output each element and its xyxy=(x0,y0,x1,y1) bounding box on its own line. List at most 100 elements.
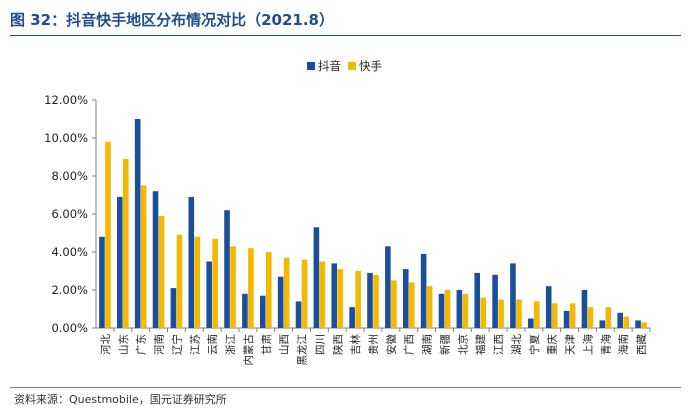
x-tick-label: 新疆 xyxy=(438,334,451,355)
bar-douyin xyxy=(367,272,373,328)
bar-kuaishou xyxy=(158,215,165,328)
x-tick-label: 北京 xyxy=(456,334,469,355)
y-tick-label: 4.00% xyxy=(51,245,88,259)
title-divider xyxy=(10,35,681,36)
legend-label-kuaishou: 快手 xyxy=(359,59,382,73)
bar-kuaishou xyxy=(105,141,111,328)
bar-douyin xyxy=(528,318,534,328)
bar-kuaishou xyxy=(230,246,236,328)
bar-douyin xyxy=(277,276,284,328)
x-tick-label: 辽宁 xyxy=(170,334,183,355)
bar-douyin xyxy=(617,312,623,328)
x-tick-label: 广东 xyxy=(135,334,148,355)
footer-divider xyxy=(10,387,681,388)
bar-kuaishou xyxy=(498,299,504,328)
bar-douyin xyxy=(349,307,355,328)
bar-kuaishou xyxy=(587,307,594,328)
x-tick-label: 黑龙江 xyxy=(296,334,309,366)
bar-douyin xyxy=(510,263,516,328)
figure-title: 图 32：抖音快手地区分布情况对比（2021.8） xyxy=(10,11,334,29)
x-tick-label: 河南 xyxy=(153,334,166,355)
bar-douyin xyxy=(545,286,552,328)
x-tick-label: 浙江 xyxy=(225,334,237,355)
bar-douyin xyxy=(99,236,105,328)
bar-douyin xyxy=(331,263,338,328)
x-tick-label: 福建 xyxy=(474,334,487,355)
y-tick-label: 6.00% xyxy=(51,207,88,221)
bar-kuaishou xyxy=(194,236,201,328)
x-tick-label: 上海 xyxy=(581,334,594,355)
bar-douyin xyxy=(563,310,570,328)
bar-kuaishou xyxy=(337,269,344,328)
x-tick-label: 湖北 xyxy=(511,334,523,355)
bar-douyin xyxy=(295,301,302,328)
bar-douyin xyxy=(313,227,320,328)
x-tick-label: 河北 xyxy=(100,334,112,355)
bar-douyin xyxy=(492,274,498,328)
bar-kuaishou xyxy=(373,274,379,328)
bar-kuaishou xyxy=(462,293,469,328)
x-tick-label: 西藏 xyxy=(636,334,648,355)
x-tick-label: 山东 xyxy=(117,334,130,355)
x-tick-label: 湖南 xyxy=(421,334,434,355)
bar-kuaishou xyxy=(355,271,361,328)
x-tick-label: 吉林 xyxy=(349,334,362,355)
y-tick-label: 0.00% xyxy=(51,321,88,335)
bar-kuaishou xyxy=(248,248,254,328)
bar-douyin xyxy=(117,196,123,328)
legend-label-douyin: 抖音 xyxy=(318,59,341,73)
bar-kuaishou xyxy=(516,299,522,328)
x-tick-label: 内蒙古 xyxy=(242,334,255,366)
x-tick-label: 江苏 xyxy=(188,334,201,355)
bar-kuaishou xyxy=(551,303,558,328)
bar-douyin xyxy=(438,293,445,328)
bar-kuaishou xyxy=(283,257,290,328)
bar-kuaishou xyxy=(480,297,487,328)
y-tick-label: 10.00% xyxy=(44,131,88,145)
bar-kuaishou xyxy=(569,303,576,328)
x-tick-label: 宁夏 xyxy=(528,334,541,355)
bar-douyin xyxy=(456,290,463,328)
bar-kuaishou xyxy=(301,259,308,328)
bar-kuaishou xyxy=(123,158,129,328)
x-tick-label: 山西 xyxy=(279,334,291,355)
bar-kuaishou xyxy=(391,280,397,328)
x-tick-label: 贵州 xyxy=(367,334,380,355)
x-tick-label: 甘肃 xyxy=(260,334,273,355)
bar-douyin xyxy=(385,246,391,328)
bar-douyin xyxy=(206,261,212,328)
legend-swatch-douyin xyxy=(307,62,315,70)
bar-douyin xyxy=(635,320,641,328)
y-tick-label: 12.00% xyxy=(44,93,88,107)
x-tick-label: 安徽 xyxy=(385,334,398,355)
bar-kuaishou xyxy=(426,286,433,328)
bar-kuaishou xyxy=(408,282,415,328)
bar-douyin xyxy=(259,295,266,328)
bar-douyin xyxy=(224,210,230,328)
x-tick-label: 江西 xyxy=(493,334,505,355)
y-tick-label: 2.00% xyxy=(51,283,88,297)
bar-kuaishou xyxy=(623,316,629,328)
bar-douyin xyxy=(134,119,141,328)
bar-douyin xyxy=(474,272,481,328)
x-tick-label: 天津 xyxy=(565,334,577,355)
x-tick-label: 云南 xyxy=(206,334,219,355)
bar-douyin xyxy=(581,290,588,328)
bar-douyin xyxy=(170,288,177,328)
x-tick-label: 海南 xyxy=(617,334,630,355)
x-tick-label: 四川 xyxy=(314,334,326,355)
bar-douyin xyxy=(402,269,409,328)
bar-kuaishou xyxy=(265,252,272,328)
legend-swatch-kuaishou xyxy=(348,62,356,70)
x-tick-label: 广西 xyxy=(404,334,416,355)
bar-douyin xyxy=(420,253,427,328)
bar-kuaishou xyxy=(641,322,647,328)
bar-kuaishou xyxy=(140,185,147,328)
bar-kuaishou xyxy=(176,234,183,328)
bar-douyin xyxy=(152,191,159,328)
x-tick-label: 青海 xyxy=(599,334,612,355)
y-tick-label: 8.00% xyxy=(51,169,88,183)
bar-kuaishou xyxy=(534,301,540,328)
source-note: 资料来源：Questmobile，国元证券研究所 xyxy=(14,393,227,406)
